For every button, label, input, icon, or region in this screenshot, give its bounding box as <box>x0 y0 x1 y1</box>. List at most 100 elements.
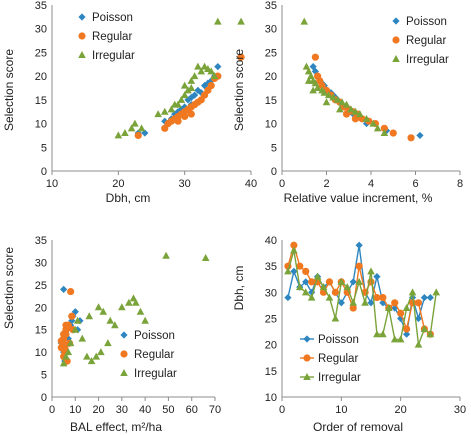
data-point <box>307 293 316 301</box>
x-tick-label: 60 <box>186 404 198 416</box>
data-point <box>197 67 206 75</box>
data-point <box>290 246 298 254</box>
y-tick-label: 30 <box>265 287 277 299</box>
y-tick-label: 35 <box>265 0 277 12</box>
data-point <box>120 369 128 376</box>
data-point <box>120 331 128 339</box>
x-tick-label: 0 <box>279 178 285 190</box>
data-point <box>59 359 68 367</box>
data-point <box>389 129 397 137</box>
legend-label: Regular <box>134 349 174 361</box>
data-point <box>127 124 136 132</box>
data-point <box>85 312 94 320</box>
x-tick-label: 20 <box>395 404 407 416</box>
data-point <box>367 299 375 307</box>
data-point <box>167 105 176 113</box>
y-tick-label: 10 <box>35 119 47 131</box>
data-point <box>397 309 405 317</box>
legend-label: Irregular <box>406 54 449 66</box>
data-point <box>416 131 424 140</box>
y-axis-label: Dbh, cm <box>232 266 246 311</box>
data-point <box>300 17 309 25</box>
data-point <box>301 288 310 296</box>
data-point <box>313 84 322 91</box>
data-point <box>304 67 313 75</box>
data-point <box>136 307 145 315</box>
data-point <box>349 304 357 312</box>
data-point <box>311 79 320 87</box>
legend-label: Regular <box>318 353 358 365</box>
data-point <box>403 325 411 333</box>
data-point <box>154 110 162 118</box>
data-point <box>336 105 344 113</box>
x-tick-label: 30 <box>454 404 466 416</box>
series-poisson <box>284 241 434 338</box>
y-axis-label: Selection score <box>2 247 16 329</box>
data-point <box>392 17 400 25</box>
data-point <box>307 72 315 80</box>
data-point <box>314 72 322 80</box>
data-point <box>194 86 202 94</box>
data-point <box>426 330 435 338</box>
data-point <box>118 303 126 311</box>
data-point <box>362 114 371 122</box>
data-point <box>385 304 393 312</box>
y-tick-label: 20 <box>35 71 47 83</box>
legend-label: Regular <box>92 31 132 43</box>
data-point <box>391 299 399 307</box>
data-point <box>361 298 369 306</box>
data-point <box>68 312 76 320</box>
data-point <box>380 129 389 137</box>
x-tick-label: 10 <box>46 178 58 190</box>
panel-order-vs-dbh: Dbh, cm Order of removal 10 15 20 25 30 35 40 0… <box>232 235 466 434</box>
y-axis-label: Selection score <box>232 49 246 131</box>
data-point <box>414 314 423 323</box>
data-point <box>296 283 304 291</box>
data-point <box>432 288 441 296</box>
x-tick-label: 10 <box>69 404 81 416</box>
data-point <box>369 119 378 127</box>
data-point <box>373 293 381 302</box>
y-tick-label: 35 <box>35 0 47 12</box>
legend: Poisson Regular Irregular <box>78 12 135 62</box>
y-tick-label: 25 <box>35 280 47 292</box>
data-point <box>184 86 192 94</box>
x-axis-label: Relative value increment, % <box>284 191 433 205</box>
y-tick-label: 0 <box>271 166 277 178</box>
data-point <box>180 81 189 89</box>
y-tick-label: 10 <box>265 392 277 404</box>
legend-label: Irregular <box>92 50 135 62</box>
data-point <box>313 272 322 280</box>
x-tick-label: 10 <box>335 404 347 416</box>
data-point <box>414 340 423 348</box>
data-point <box>325 278 334 286</box>
data-point <box>325 293 334 301</box>
data-point <box>210 72 219 80</box>
legend-label: Irregular <box>134 368 177 380</box>
data-point <box>303 373 311 380</box>
data-point <box>355 241 363 249</box>
data-point <box>66 339 75 347</box>
data-point <box>78 334 87 342</box>
data-point <box>402 304 411 312</box>
data-point <box>390 335 399 343</box>
data-point <box>132 298 140 306</box>
data-point <box>331 288 339 296</box>
data-point <box>296 262 304 270</box>
data-point <box>60 330 68 338</box>
legend-label: Poisson <box>318 334 359 346</box>
data-point <box>356 110 364 118</box>
data-point <box>62 321 70 329</box>
y-tick-label: 30 <box>35 257 47 269</box>
data-point <box>304 76 313 84</box>
x-tick-label: 30 <box>116 404 128 416</box>
y-tick-label: 25 <box>265 47 277 59</box>
y-tick-label: 35 <box>265 261 277 273</box>
data-point <box>337 299 345 307</box>
data-point <box>347 105 355 113</box>
y-tick-label: 25 <box>265 314 277 326</box>
data-point <box>134 131 142 140</box>
x-tick-label: 20 <box>92 404 104 416</box>
x-tick-label: 20 <box>112 178 124 190</box>
x-tick-label: 70 <box>209 404 221 416</box>
